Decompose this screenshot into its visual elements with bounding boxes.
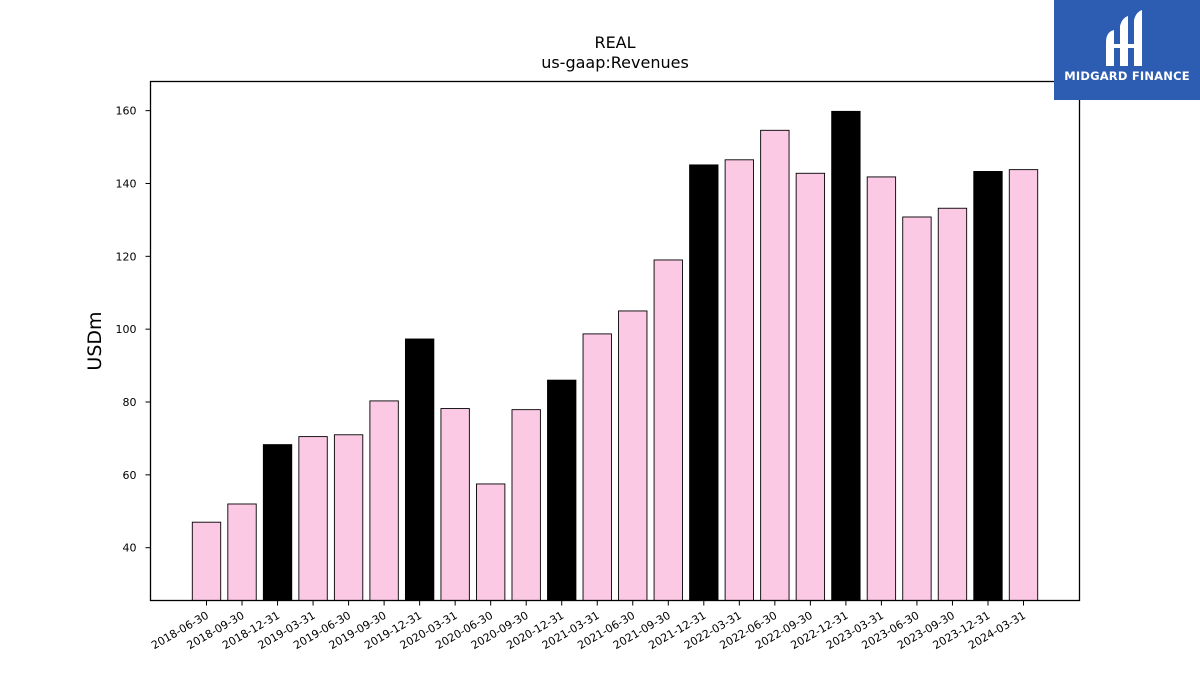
bar-2022-12-31 xyxy=(831,110,861,601)
bar-2019-09-30 xyxy=(369,400,399,601)
y-tick-label: 120 xyxy=(116,250,137,263)
bar-2023-03-31 xyxy=(866,176,897,601)
bar-2020-03-31 xyxy=(440,408,470,601)
plot-frame xyxy=(149,80,1081,602)
bars-group xyxy=(191,110,1039,601)
bar-2020-09-30 xyxy=(511,409,541,601)
bar-2021-03-31 xyxy=(582,333,612,601)
bar-2022-09-30 xyxy=(795,172,826,601)
midgard-finance-logo: MIDGARD FINANCE xyxy=(1054,0,1200,100)
y-tick-label: 140 xyxy=(116,177,137,190)
bar-2022-06-30 xyxy=(760,129,790,601)
y-axis-ticks: 40 60 80 100 120 140 160 xyxy=(116,105,151,555)
y-tick-label: 160 xyxy=(116,105,137,118)
y-tick-label: 100 xyxy=(116,323,137,336)
y-tick-label: 40 xyxy=(123,542,137,555)
bar-2024-03-31 xyxy=(1008,169,1039,601)
y-tick-label: 80 xyxy=(123,396,137,409)
bar-2021-09-30 xyxy=(653,259,683,601)
y-axis-label: USDm xyxy=(84,311,106,370)
bar-2021-12-31 xyxy=(689,164,719,601)
bar-2023-09-30 xyxy=(937,207,968,601)
bar-2020-12-31 xyxy=(547,379,577,601)
bar-2022-03-31 xyxy=(724,159,754,601)
bar-2019-12-31 xyxy=(404,338,435,601)
bar-2020-06-30 xyxy=(476,483,506,601)
bar-2023-06-30 xyxy=(902,216,932,601)
bar-2021-06-30 xyxy=(618,310,648,601)
y-tick-label: 60 xyxy=(123,469,137,482)
bar-2018-12-31 xyxy=(262,444,293,601)
chart-subtitle: us-gaap:Revenues xyxy=(541,53,689,72)
midgard-logo-icon xyxy=(1106,10,1142,66)
chart-title: REAL xyxy=(594,33,635,52)
bar-2019-06-30 xyxy=(333,434,364,601)
bar-2023-12-31 xyxy=(973,171,1003,601)
bar-2019-03-31 xyxy=(298,436,328,601)
logo-text: MIDGARD FINANCE xyxy=(1064,69,1190,83)
x-axis-ticks: 2018-06-302018-09-302018-12-312019-03-31… xyxy=(149,600,1028,652)
bar-2018-09-30 xyxy=(227,503,257,601)
bar-2018-06-30 xyxy=(191,521,222,601)
